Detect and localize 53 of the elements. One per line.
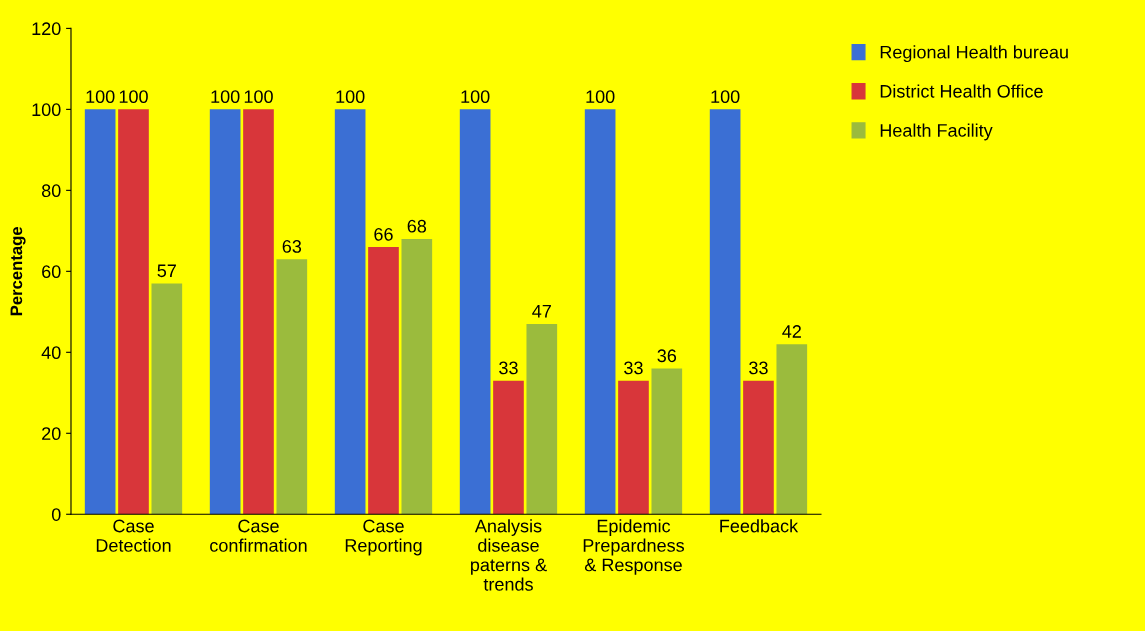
y-tick-label: 120 bbox=[32, 22, 61, 36]
data-label: 47 bbox=[532, 305, 551, 318]
bar bbox=[709, 109, 741, 515]
data-label: 100 bbox=[119, 90, 148, 104]
bar bbox=[334, 109, 366, 515]
bar bbox=[276, 259, 308, 515]
x-tick-label: Case Reporting bbox=[345, 519, 422, 556]
y-tick-label: 100 bbox=[32, 103, 61, 117]
data-label: 100 bbox=[211, 90, 240, 104]
legend-label: District Health Office bbox=[880, 84, 1043, 98]
data-label: 33 bbox=[624, 361, 643, 375]
y-tick-label: 60 bbox=[42, 265, 61, 279]
data-label: 66 bbox=[374, 227, 393, 241]
data-label: 100 bbox=[86, 90, 115, 104]
bar bbox=[118, 109, 149, 515]
y-axis-title: Percentage bbox=[10, 226, 26, 316]
bar bbox=[401, 238, 433, 515]
bar bbox=[584, 109, 616, 515]
bar bbox=[209, 109, 241, 515]
data-label: 100 bbox=[336, 90, 365, 104]
bar bbox=[493, 380, 524, 515]
y-tick-label: 0 bbox=[51, 508, 61, 521]
data-label: 100 bbox=[711, 90, 740, 104]
bar bbox=[743, 380, 774, 515]
y-tick-label: 20 bbox=[42, 427, 61, 441]
x-tick-label: Feedback bbox=[720, 519, 799, 533]
bar bbox=[368, 247, 399, 515]
legend-label: Regional Health bureau bbox=[880, 45, 1068, 63]
data-label: 68 bbox=[407, 219, 427, 233]
bar bbox=[84, 109, 116, 515]
bar bbox=[618, 380, 649, 515]
data-label: 57 bbox=[157, 264, 176, 278]
x-tick-label: Case Detection bbox=[96, 519, 171, 552]
bar bbox=[459, 109, 491, 515]
bar bbox=[526, 323, 558, 515]
x-tick-label: Case confirmation bbox=[210, 519, 307, 552]
data-label: 42 bbox=[782, 325, 801, 338]
bar bbox=[651, 368, 683, 515]
data-label: 36 bbox=[657, 349, 677, 363]
y-tick-label: 40 bbox=[41, 346, 61, 360]
data-label: 33 bbox=[499, 361, 518, 375]
bar bbox=[243, 109, 274, 515]
x-tick-label: Analysis disease paterns & trends bbox=[471, 519, 547, 591]
data-label: 63 bbox=[282, 240, 302, 253]
x-tick-label: Epidemic Prepardness & Response bbox=[583, 519, 685, 575]
data-label: 100 bbox=[461, 90, 490, 104]
bar bbox=[776, 344, 808, 515]
legend-label: Health Facility bbox=[880, 123, 993, 141]
y-tick-label: 80 bbox=[41, 184, 61, 198]
data-label: 100 bbox=[586, 90, 615, 104]
data-label: 100 bbox=[244, 90, 273, 104]
bar bbox=[151, 283, 183, 515]
data-label: 33 bbox=[749, 361, 768, 375]
